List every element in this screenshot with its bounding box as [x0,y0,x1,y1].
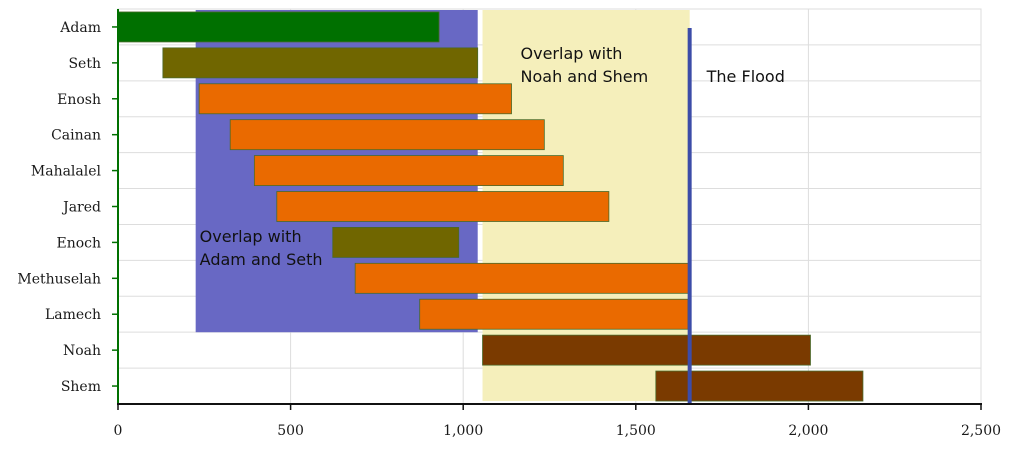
overlap-label-1: Adam and Seth [200,250,323,269]
bar-methuselah [354,262,691,294]
bar-shem [655,370,864,402]
bar-cainan [229,119,545,151]
x-tick-label: 1,000 [443,423,483,439]
bar-mahalalel [253,155,564,186]
flood-label: The Flood [706,67,785,86]
x-tick-label: 2,000 [788,423,828,439]
x-tick-label: 0 [114,423,123,439]
overlap-label-1: Overlap with [200,227,302,246]
category-label: Noah [63,343,101,359]
bar-seth [162,47,479,79]
category-label: Shem [61,379,101,395]
bar-jared [276,191,610,222]
category-label: Seth [68,56,101,72]
overlap-label-2: Overlap with [521,44,623,63]
x-tick-label: 1,500 [616,423,656,439]
overlap-label-2: Noah and Shem [521,67,649,86]
bar-enoch [332,227,460,258]
category-label: Adam [59,20,101,36]
bar-lamech [419,298,689,330]
category-label: Jared [61,200,101,216]
category-label: Cainan [51,128,101,144]
category-label: Mahalalel [31,164,102,180]
category-label: Lamech [45,307,101,323]
x-tick-label: 2,500 [961,423,1001,439]
category-label: Methuselah [17,271,101,287]
bar-noah [482,334,811,366]
axes [112,9,982,410]
bar-adam [117,11,440,43]
x-tick-label: 500 [277,423,304,439]
lifespan-bars [117,11,864,402]
category-label: Enosh [57,92,101,108]
labels: 0 500 1,000 1,500 2,000 2,500 Adam Seth Enosh Cai… [17,20,1001,439]
bar-enosh [198,83,512,115]
category-label: Enoch [56,235,101,251]
